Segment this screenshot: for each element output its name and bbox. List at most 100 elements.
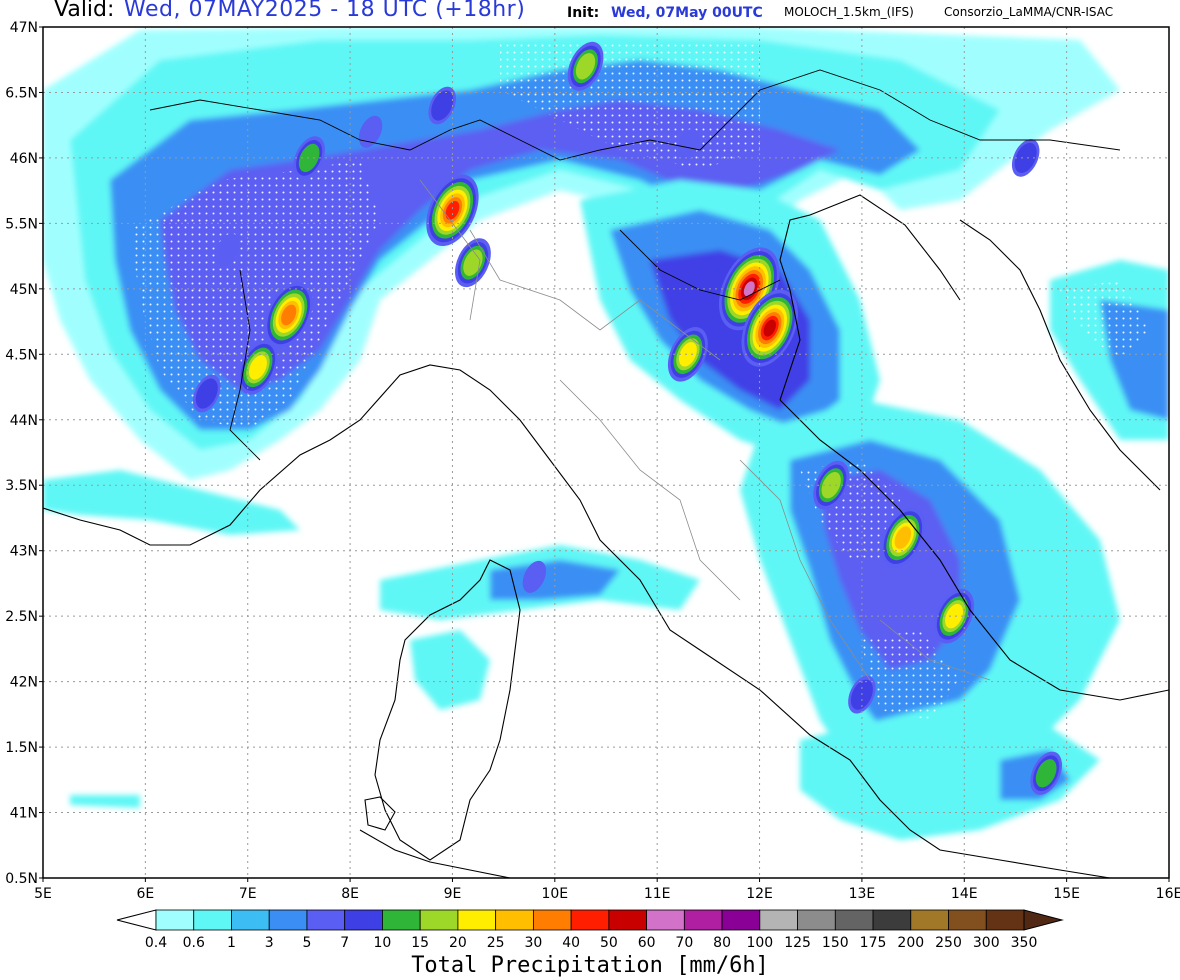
map-frame	[42, 26, 1170, 879]
lon-label: 10E	[541, 886, 568, 902]
legend-swatch	[608, 909, 648, 931]
legend-swatch	[419, 909, 459, 931]
legend-label: 40	[562, 935, 580, 951]
lon-label: 16E	[1156, 886, 1180, 902]
precip-south-band	[800, 700, 1100, 840]
precip-streak-sw	[70, 795, 140, 808]
legend-swatch	[344, 909, 383, 931]
precip-cell	[463, 249, 483, 276]
lat-axis: 47N 6.5N 46N 5.5N 45N 4.5N 44N 3.5N 43N 2.5N 42N 1.…	[5, 20, 43, 887]
legend-label: 20	[449, 935, 467, 951]
legend-swatch	[948, 909, 987, 931]
legend-swatch	[231, 909, 270, 931]
legend-label: 10	[374, 935, 392, 951]
legend-label: 5	[302, 935, 311, 951]
valid-time: Wed, 07MAY2025 - 18 UTC (+18hr)	[124, 0, 526, 22]
legend-swatch	[797, 909, 836, 931]
legend-label: 0.4	[145, 935, 167, 951]
precip-cell	[281, 304, 297, 326]
lat-label: 41N	[10, 806, 38, 822]
lon-label: 12E	[746, 886, 773, 902]
lon-label: 11E	[644, 886, 671, 902]
precip-cell	[763, 319, 776, 337]
legend-swatch	[306, 909, 346, 931]
legend-label: 80	[713, 935, 731, 951]
legend-swatch	[683, 909, 723, 931]
legend-swatch	[457, 909, 497, 931]
legend-swatch	[834, 909, 874, 931]
legend-swatch	[646, 909, 685, 931]
legend-label: 50	[600, 935, 618, 951]
lat-label: 0.5N	[5, 871, 38, 887]
precip-cell	[676, 128, 700, 161]
precip-cell	[678, 342, 697, 367]
legend-label: 175	[860, 935, 887, 951]
legend-swatch	[495, 909, 534, 931]
legend-under-arrow	[116, 909, 157, 931]
lon-label: 13E	[849, 886, 876, 902]
precip-cell	[1014, 142, 1037, 173]
lon-label: 8E	[341, 886, 359, 902]
lat-label: 42N	[10, 675, 38, 691]
legend-swatch	[268, 909, 308, 931]
lat-label: 44N	[10, 413, 38, 429]
precip-cell	[821, 472, 841, 499]
model-name: MOLOCH_1.5km_(IFS)	[784, 5, 914, 19]
lat-label: 43N	[10, 544, 38, 560]
credit: Consorzio_LaMMA/CNR-ISAC	[944, 5, 1114, 19]
lon-label: 14E	[951, 886, 978, 902]
init-key: Init:	[567, 5, 600, 21]
legend-label: 125	[784, 935, 811, 951]
legend-label: 3	[265, 935, 274, 951]
legend-label: 30	[524, 935, 542, 951]
legend-swatch	[910, 909, 949, 931]
legend-swatch	[155, 909, 195, 931]
borders	[149, 69, 1121, 461]
precip-cell	[431, 90, 454, 121]
dotted-overlay	[130, 40, 1150, 720]
map-header: Valid: Wed, 07MAY2025 - 18 UTC (+18hr) I…	[0, 0, 1180, 26]
precip-cell	[1035, 759, 1057, 788]
init-time: Wed, 07May 00UTC	[611, 5, 763, 21]
precip-cell	[743, 281, 755, 297]
lon-label: 15E	[1053, 886, 1080, 902]
legend-label: 150	[822, 935, 849, 951]
precip-cell	[215, 233, 239, 266]
lon-label: 7E	[239, 886, 257, 902]
legend-swatch	[721, 909, 761, 931]
precip-cell	[195, 378, 218, 409]
lat-label: 45N	[10, 282, 38, 298]
legend-label: 60	[638, 935, 656, 951]
lat-label: 46N	[10, 151, 38, 167]
legend-label: 1	[227, 935, 236, 951]
precip-cell	[298, 143, 320, 173]
precip-sardinia-east	[410, 630, 490, 710]
lat-label: 2.5N	[5, 609, 38, 625]
precip-cell	[522, 560, 547, 593]
lat-label: 1.5N	[5, 740, 38, 756]
legend-label: 350	[1011, 935, 1038, 951]
legend-title: Total Precipitation [mm/6h]	[411, 953, 769, 978]
lon-label: 5E	[34, 886, 52, 902]
graticule	[43, 27, 1169, 878]
precip-cell	[358, 115, 383, 148]
legend-label: 100	[746, 935, 773, 951]
legend-swatch	[193, 909, 232, 931]
precip-cell	[249, 355, 267, 380]
lat-label: 6.5N	[5, 85, 38, 101]
legend-label: 250	[935, 935, 962, 951]
lon-label: 6E	[136, 886, 154, 902]
legend-label: 0.6	[183, 935, 205, 951]
lat-label: 4.5N	[5, 347, 38, 363]
precip-cell	[575, 53, 596, 80]
lat-label: 3.5N	[5, 478, 38, 494]
legend-label: 15	[411, 935, 429, 951]
legend-swatch	[985, 909, 1025, 931]
valid-key: Valid:	[54, 0, 115, 22]
legend-swatch	[570, 909, 610, 931]
legend-swatch	[759, 909, 798, 931]
color-legend: 0.4 0.6 1 3 5 7 10 15 20 25 30 40 50 60 70 80 100 125 150 1…	[116, 909, 1064, 951]
lat-label: 47N	[10, 20, 38, 36]
lon-axis: 5E 6E 7E 8E 9E 10E 11E 12E 13E 14E 15E 16E	[34, 878, 1180, 902]
